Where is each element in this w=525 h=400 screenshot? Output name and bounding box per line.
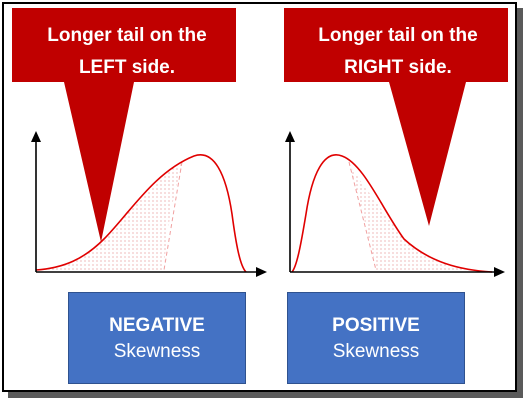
callout-right-line2: RIGHT side.: [344, 57, 452, 78]
arrow-right-icon: [256, 267, 267, 277]
positive-label-title: POSITIVE: [332, 315, 420, 336]
callout-left-line1: Longer tail on the: [47, 25, 207, 46]
negative-skewness-label: NEGATIVE Skewness: [68, 292, 246, 384]
negative-label-subtitle: Skewness: [113, 341, 201, 362]
callout-right-line1: Longer tail on the: [318, 25, 478, 46]
callout-left-balloon: [12, 8, 236, 242]
right-tail-shading: [349, 164, 489, 271]
positive-label-subtitle: Skewness: [332, 341, 420, 362]
positive-skew-chart: [285, 131, 505, 277]
left-tail-shading: [36, 162, 182, 270]
positive-skewness-label: POSITIVE Skewness: [287, 292, 465, 384]
skewness-diagram: [12, 8, 508, 277]
arrow-right-icon: [494, 267, 505, 277]
left-mean-line: [163, 161, 183, 271]
right-mean-line: [348, 161, 377, 271]
callout-right-balloon: [284, 8, 508, 226]
arrow-up-icon: [285, 131, 295, 142]
negative-skew-chart: [31, 131, 267, 277]
negative-label-title: NEGATIVE: [109, 315, 205, 336]
callout-right-text: Longer tail on the RIGHT side.: [287, 20, 509, 84]
left-curve: [35, 154, 247, 273]
right-curve: [291, 154, 493, 273]
arrow-up-icon: [31, 131, 41, 142]
callout-left-line2: LEFT side.: [78, 57, 176, 78]
callout-left-text: Longer tail on the LEFT side.: [16, 20, 238, 84]
diagram-frame: Longer tail on the LEFT side. Longer tai…: [2, 2, 517, 392]
